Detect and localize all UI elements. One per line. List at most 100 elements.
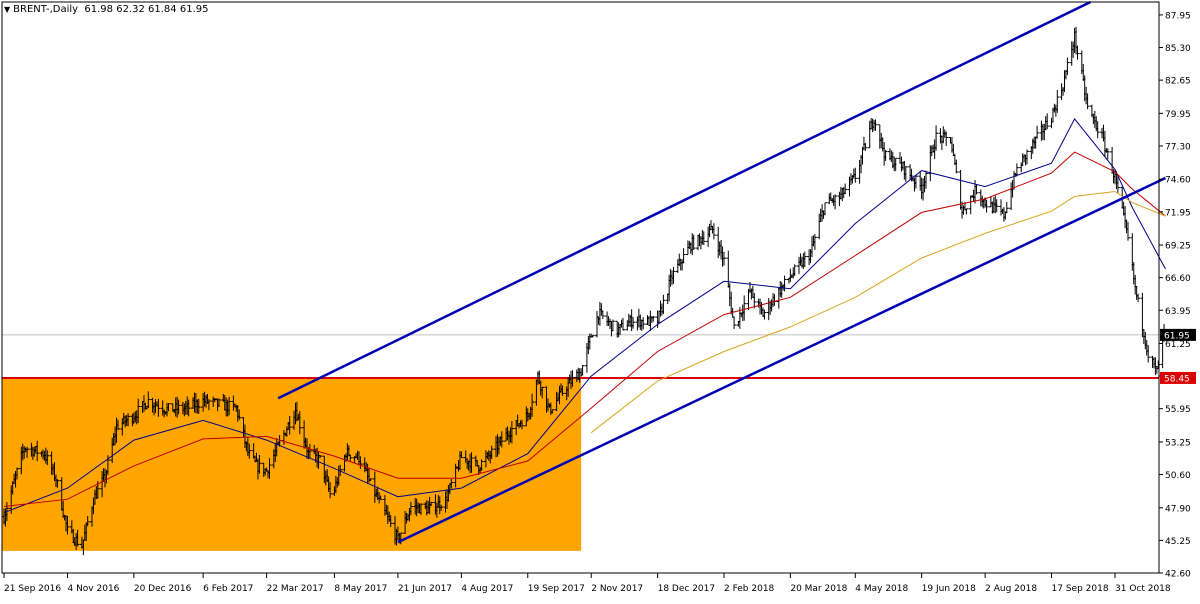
ohlc-bar xyxy=(216,398,221,408)
ohlc-bar xyxy=(459,451,464,459)
ohlc-bar xyxy=(237,409,242,420)
symbol-label: BRENT-,Daily xyxy=(13,4,79,15)
ohlc-bar xyxy=(136,398,141,424)
x-tick-label: 2 Aug 2018 xyxy=(985,584,1037,594)
ohlc-bar xyxy=(853,167,858,183)
x-tick-label: 17 Sep 2018 xyxy=(1052,584,1109,594)
ohlc-bar xyxy=(439,504,444,512)
x-tick-label: 19 Jun 2018 xyxy=(922,584,976,594)
moving-average-line xyxy=(590,190,1166,434)
x-tick-label: 20 Dec 2016 xyxy=(134,584,192,594)
x-tick-label: 19 Sep 2017 xyxy=(528,584,585,594)
ohlc-bar xyxy=(348,454,353,462)
dropdown-triangle-icon[interactable]: ▼ xyxy=(4,5,11,14)
ohlc-bar xyxy=(721,251,726,266)
ohlc-bar xyxy=(954,159,959,174)
ohlc-bar xyxy=(968,195,973,215)
ohlc-bar xyxy=(1115,174,1120,193)
ohlc-bar xyxy=(812,234,817,250)
support-price-tag-bg xyxy=(1160,371,1196,384)
channel-trendline[interactable] xyxy=(277,0,1092,400)
ohlc-bar xyxy=(893,157,898,171)
ohlc-bar xyxy=(671,267,676,284)
ohlc-bar xyxy=(388,514,393,528)
moving-average-line xyxy=(3,117,1166,514)
ohlc-bar xyxy=(55,479,60,488)
ohlc-bar xyxy=(1105,148,1110,160)
y-tick-label: 77.30 xyxy=(1165,142,1191,152)
ohlc-bar xyxy=(1024,149,1029,165)
ohlc-bar xyxy=(570,370,575,387)
ohlc-bar xyxy=(156,398,161,417)
ohlc-bar xyxy=(610,319,615,332)
ohlc-bar xyxy=(65,515,70,535)
ohlc-bar xyxy=(752,293,757,309)
ohlc-bar xyxy=(418,503,423,515)
ohlc-bar xyxy=(14,467,19,480)
highlight-zone xyxy=(2,377,582,551)
ohlc-bar xyxy=(923,170,928,189)
channel-trendline[interactable] xyxy=(397,176,1167,544)
ohlc-bar xyxy=(378,495,383,501)
y-tick-label: 55.95 xyxy=(1165,405,1191,415)
ohlc-bar xyxy=(126,413,131,427)
ohlc-bar xyxy=(509,421,514,444)
ohlc-bar xyxy=(1004,201,1009,214)
ohlc-bar xyxy=(681,248,686,264)
ohlc-bar xyxy=(833,194,838,210)
ohlc-bar xyxy=(1035,125,1040,139)
ohlc-bar xyxy=(550,409,555,414)
ohlc-bar xyxy=(287,415,292,435)
ohlc-bar xyxy=(1014,163,1019,177)
ohlc-values: 61.98 62.32 61.84 61.95 xyxy=(84,4,209,15)
ohlc-bar xyxy=(600,310,605,320)
ohlc-bar xyxy=(75,529,80,547)
ohlc-bar xyxy=(843,183,848,195)
ohlc-bar xyxy=(1125,221,1130,241)
ohlc-bar xyxy=(883,149,888,162)
x-tick-label: 21 Sep 2016 xyxy=(4,584,61,594)
x-tick-label: 21 Jun 2017 xyxy=(398,584,452,594)
ohlc-bar xyxy=(115,419,120,431)
x-tick-label: 18 Dec 2017 xyxy=(658,584,716,594)
ohlc-bar xyxy=(85,515,90,527)
x-tick-label: 22 Mar 2017 xyxy=(267,584,324,594)
ohlc-bar xyxy=(479,459,484,471)
ohlc-bar xyxy=(934,125,939,151)
ohlc-bar xyxy=(540,386,545,399)
ohlc-bar xyxy=(519,419,524,430)
current-price-tag: 61.95 xyxy=(1164,331,1190,341)
ohlc-bar xyxy=(358,456,363,470)
ohlc-bar xyxy=(247,443,252,459)
y-tick-label: 82.65 xyxy=(1165,77,1191,87)
ohlc-bar xyxy=(176,399,181,415)
ohlc-bar xyxy=(863,143,868,151)
y-tick-label: 47.90 xyxy=(1165,504,1191,514)
x-tick-label: 4 Aug 2017 xyxy=(461,584,513,594)
x-tick-label: 8 May 2017 xyxy=(334,584,387,594)
ohlc-bar xyxy=(560,385,565,396)
support-price-tag: 58.45 xyxy=(1164,374,1190,384)
ohlc-bar xyxy=(651,315,656,322)
ohlc-bar xyxy=(944,131,949,146)
ohlc-bar xyxy=(166,403,171,412)
y-tick-label: 66.60 xyxy=(1165,274,1191,284)
ohlc-bar xyxy=(742,295,747,321)
ohlc-bar xyxy=(25,446,30,458)
y-tick-label: 61.25 xyxy=(1165,340,1191,350)
y-tick-label: 69.25 xyxy=(1165,242,1191,252)
ohlc-bar xyxy=(974,184,979,195)
y-tick-label: 50.60 xyxy=(1165,471,1191,481)
ohlc-bar xyxy=(408,501,413,516)
ohlc-bar xyxy=(1085,93,1090,110)
ohlc-bar xyxy=(984,199,989,213)
ohlc-bar xyxy=(792,264,797,277)
ohlc-bar xyxy=(641,317,646,330)
y-tick-label: 87.95 xyxy=(1165,11,1191,21)
ohlc-bar xyxy=(1095,121,1100,139)
ohlc-bar xyxy=(1075,45,1080,60)
ohlc-bar xyxy=(590,334,595,338)
x-tick-label: 4 May 2018 xyxy=(855,584,908,594)
